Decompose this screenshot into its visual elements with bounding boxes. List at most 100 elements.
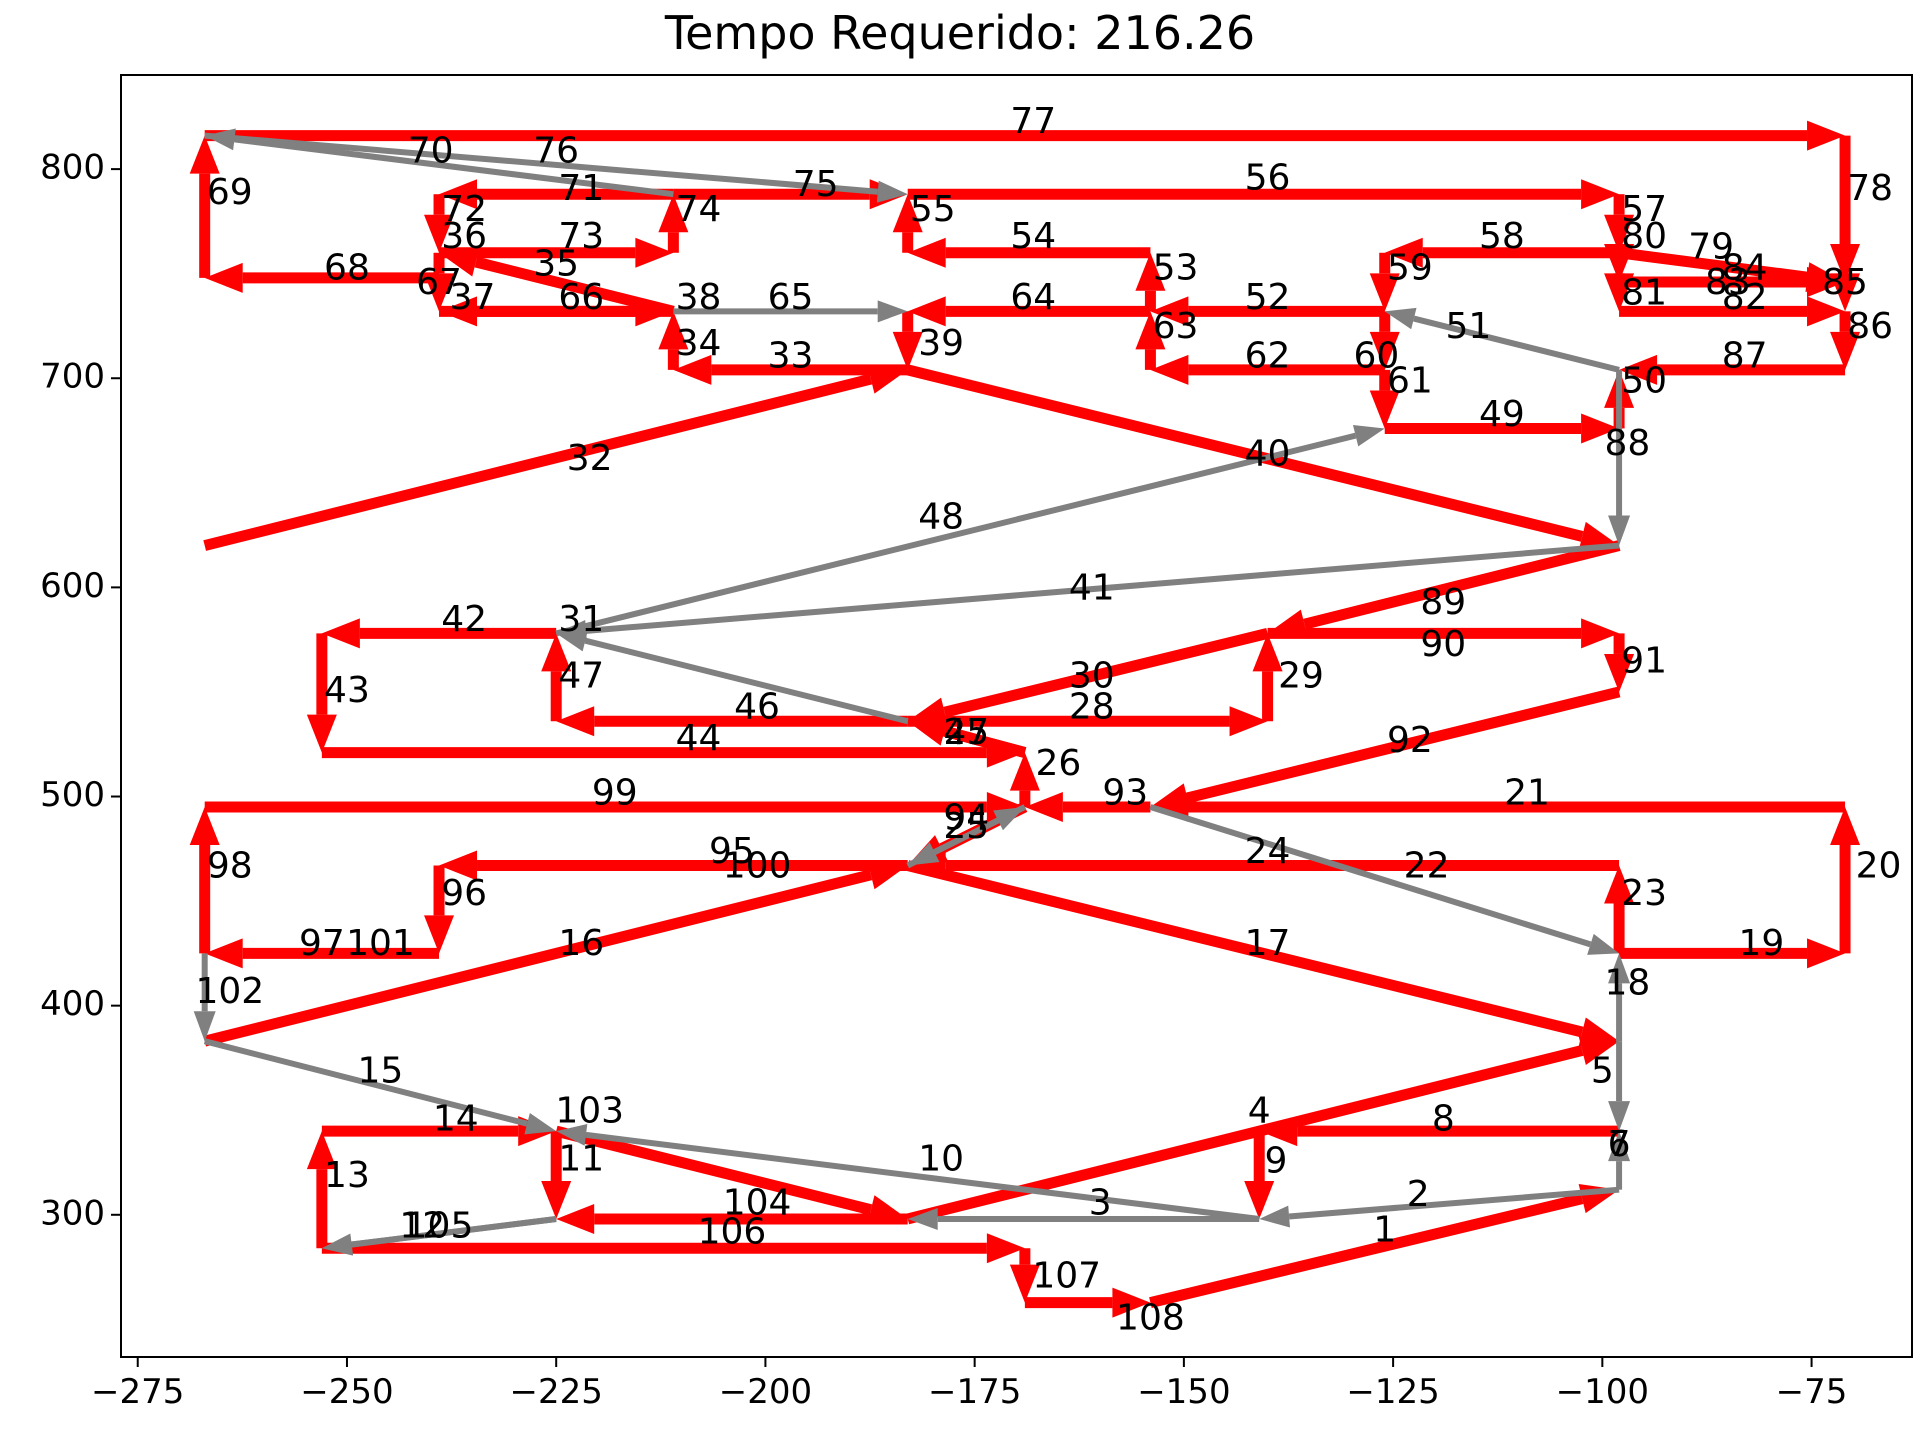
segment-label-37: 37 — [450, 277, 496, 318]
segment-label-44: 44 — [676, 718, 722, 759]
segment-label-77: 77 — [1010, 101, 1056, 142]
segment-label-65: 65 — [768, 277, 814, 318]
route-segment-18 — [1608, 953, 1631, 1042]
segment-label-63: 63 — [1153, 306, 1199, 347]
x-tick-label: −175 — [928, 1372, 1021, 1412]
route-segment-107 — [1009, 1248, 1040, 1303]
route-segment-96 — [424, 865, 455, 954]
route-segment-6 — [1608, 1131, 1631, 1190]
segment-label-83: 83 — [1705, 262, 1751, 303]
route-segment-80 — [1604, 244, 1635, 283]
route-segment-66 — [439, 296, 674, 327]
segment-label-94: 94 — [943, 798, 989, 839]
route-segment-49 — [1384, 413, 1620, 444]
segment-label-79: 79 — [1688, 227, 1734, 268]
segment-label-105: 105 — [405, 1205, 474, 1246]
route-segment-68 — [204, 262, 440, 293]
segment-label-70: 70 — [408, 130, 454, 171]
segment-label-11: 11 — [558, 1138, 604, 1179]
route-segment-47 — [541, 633, 572, 722]
route-segment-23 — [1604, 865, 1635, 954]
segment-label-1: 1 — [1373, 1210, 1396, 1251]
route-segment-82 — [1619, 296, 1846, 327]
route-segment-100 — [907, 804, 1027, 866]
x-tick-label: −200 — [719, 1372, 812, 1412]
segment-label-25: 25 — [943, 806, 989, 847]
x-tick-label: −75 — [1776, 1372, 1848, 1412]
segment-label-91: 91 — [1621, 641, 1667, 682]
route-segment-93 — [1024, 791, 1151, 822]
route-segment-34 — [658, 311, 689, 370]
route-segment-106 — [321, 1233, 1025, 1264]
route-segment-54 — [907, 237, 1151, 268]
segment-label-24: 24 — [1245, 831, 1291, 872]
segment-label-5: 5 — [1591, 1051, 1614, 1092]
segment-layer — [189, 120, 1861, 1318]
segment-label-21: 21 — [1504, 772, 1550, 813]
segment-label-74: 74 — [676, 189, 722, 230]
segment-label-50: 50 — [1621, 360, 1667, 401]
segment-label-28: 28 — [1069, 687, 1115, 728]
segment-label-12: 12 — [399, 1205, 445, 1246]
route-segment-3 — [907, 1207, 1260, 1230]
route-segment-58 — [1384, 237, 1620, 268]
segment-label-64: 64 — [1010, 277, 1056, 318]
route-segment-31 — [556, 629, 909, 725]
route-segment-21 — [1150, 791, 1846, 822]
route-segment-72 — [424, 194, 455, 253]
route-segment-33 — [673, 354, 908, 385]
route-segment-103 — [203, 1038, 557, 1135]
segment-label-43: 43 — [324, 670, 370, 711]
x-tick-label: −125 — [1346, 1372, 1439, 1412]
route-segment-98 — [189, 806, 220, 954]
segment-label-10: 10 — [918, 1138, 964, 1179]
segment-label-104: 104 — [723, 1182, 792, 1223]
segment-label-55: 55 — [910, 189, 956, 230]
route-segment-65 — [673, 300, 908, 323]
route-segment-19 — [1619, 938, 1846, 969]
segment-label-90: 90 — [1420, 624, 1466, 665]
segment-label-41: 41 — [1069, 567, 1115, 608]
chart-title: Tempo Requerido: 216.26 — [664, 6, 1256, 60]
route-segment-24 — [1149, 804, 1620, 955]
segment-label-62: 62 — [1245, 335, 1291, 376]
segment-label-19: 19 — [1738, 923, 1784, 964]
route-segment-8 — [1259, 1116, 1620, 1147]
segment-label-57: 57 — [1621, 189, 1667, 230]
segment-label-38: 38 — [676, 277, 722, 318]
route-segment-63 — [1135, 311, 1166, 370]
segment-label-60: 60 — [1353, 335, 1399, 376]
route-segment-13 — [306, 1131, 337, 1249]
y-tick-label: 700 — [40, 357, 105, 397]
route-segment-46 — [556, 706, 908, 737]
y-tick-label: 400 — [40, 984, 105, 1024]
route-segment-39 — [892, 311, 923, 370]
segment-label-69: 69 — [207, 172, 253, 213]
y-tick-label: 600 — [40, 566, 105, 606]
segment-label-2: 2 — [1407, 1174, 1430, 1215]
segment-label-26: 26 — [1035, 743, 1081, 784]
segment-label-84: 84 — [1722, 247, 1768, 288]
segment-label-102: 102 — [195, 971, 264, 1012]
route-segment-95 — [439, 850, 908, 881]
route-segment-105 — [321, 1215, 557, 1256]
route-segment-104 — [556, 1203, 908, 1234]
segment-label-16: 16 — [558, 923, 604, 964]
segment-label-32: 32 — [567, 438, 613, 479]
segment-label-85: 85 — [1822, 262, 1868, 303]
route-segment-71 — [439, 179, 674, 210]
segment-label-108: 108 — [1116, 1297, 1185, 1338]
route-segment-48 — [555, 424, 1385, 637]
route-segment-57 — [1604, 194, 1635, 253]
segment-label-14: 14 — [433, 1099, 479, 1140]
segment-label-100: 100 — [723, 846, 792, 887]
segment-label-42: 42 — [441, 599, 487, 640]
route-segment-43 — [306, 633, 337, 753]
segment-label-17: 17 — [1245, 923, 1291, 964]
route-segment-87 — [1619, 354, 1846, 385]
route-segment-10 — [556, 1123, 1260, 1222]
y-tick-label: 800 — [40, 148, 105, 188]
segment-label-15: 15 — [358, 1051, 404, 1092]
route-segment-51 — [1384, 307, 1620, 373]
route-segment-69 — [189, 135, 220, 278]
